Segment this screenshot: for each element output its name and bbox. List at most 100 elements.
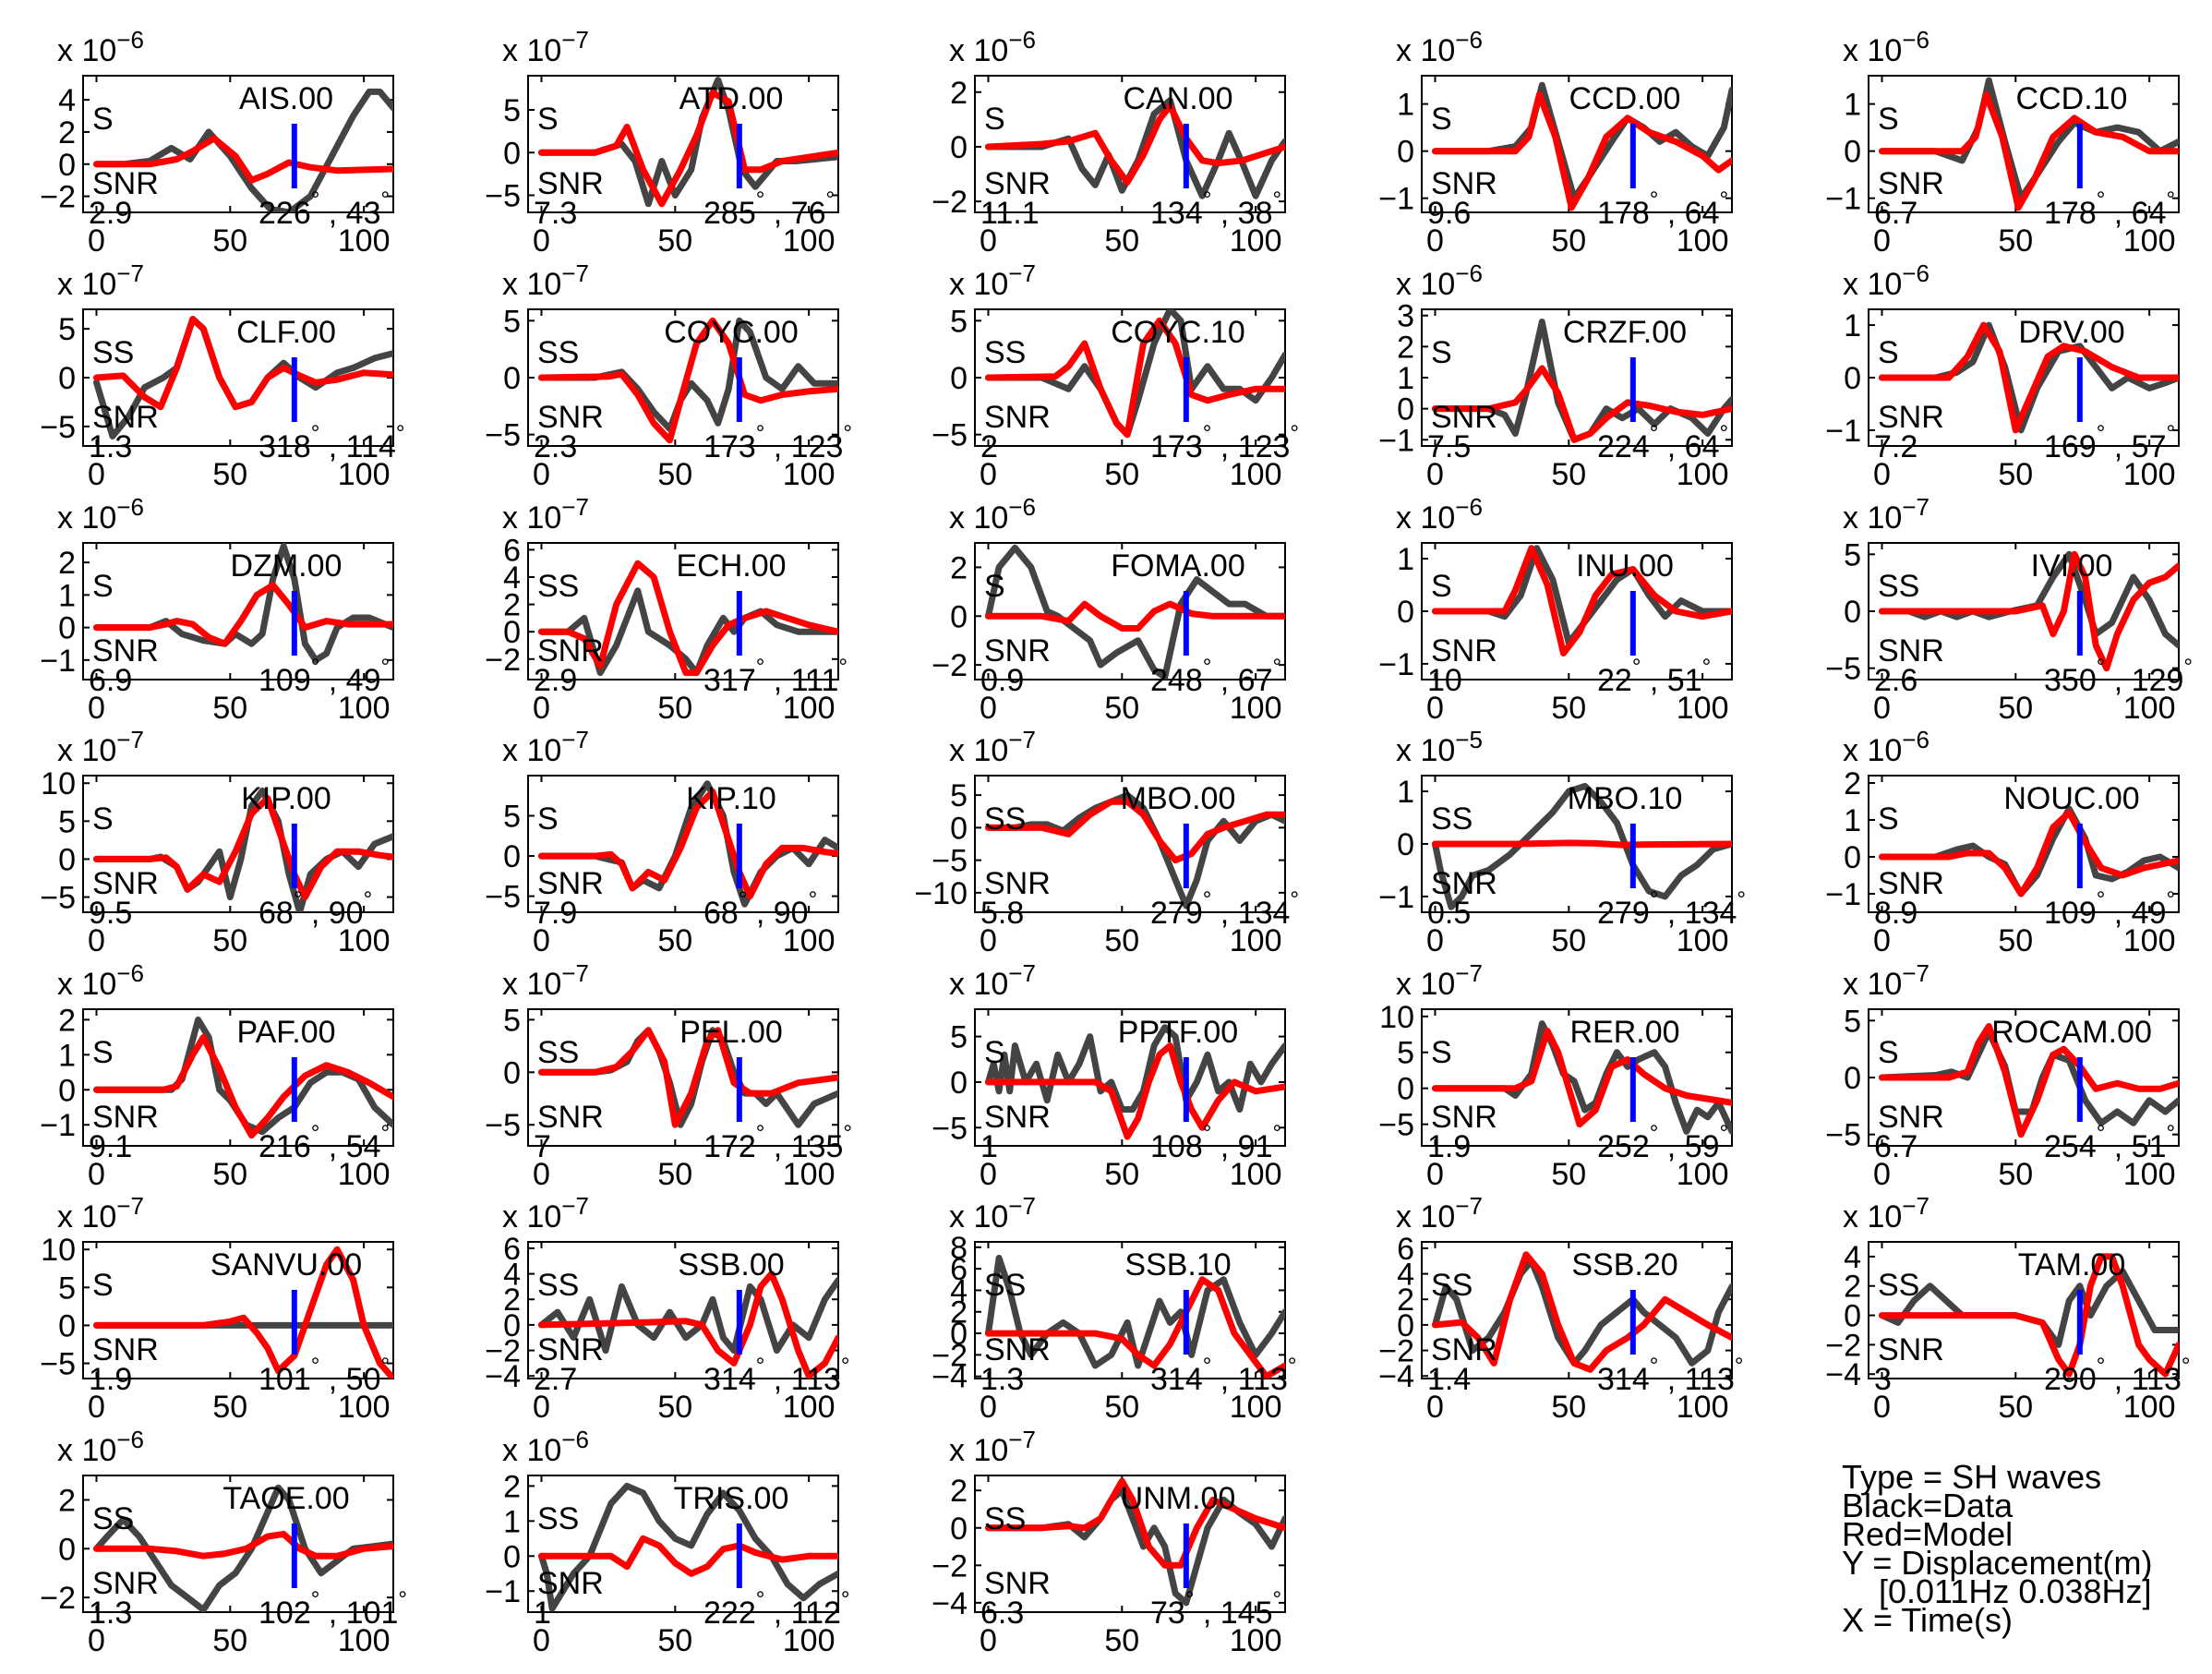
y-exponent-label: x 10−7 bbox=[57, 726, 144, 768]
y-tick-label: 10 bbox=[1379, 1000, 1414, 1035]
phase-label: S bbox=[1431, 1035, 1452, 1070]
snr-label: SNR bbox=[1878, 1100, 1944, 1135]
y-tick-label: 0 bbox=[58, 1308, 76, 1343]
y-tick-label: 0 bbox=[1844, 1061, 1861, 1096]
y-tick-label: 6 bbox=[503, 533, 521, 568]
y-tick-label: 5 bbox=[503, 93, 521, 128]
y-tick-label: 0 bbox=[1397, 1308, 1414, 1343]
y-tick-label: 0 bbox=[950, 599, 968, 634]
x-tick-label: 0 bbox=[533, 457, 550, 492]
station-label: CCD.10 bbox=[2016, 81, 2128, 116]
snr-value: 10 bbox=[1427, 663, 1462, 698]
snr-label: SNR bbox=[984, 633, 1051, 668]
azimuth-distance-label: 102° , 101° bbox=[258, 1587, 407, 1631]
station-label: COYC.10 bbox=[1111, 315, 1245, 350]
x-tick-label: 100 bbox=[338, 1390, 391, 1425]
y-exponent-label: x 10−7 bbox=[502, 26, 589, 68]
phase-label: S bbox=[92, 1268, 114, 1303]
x-tick-label: 50 bbox=[1104, 1623, 1139, 1658]
x-tick-label: 0 bbox=[533, 1157, 550, 1192]
data-trace bbox=[985, 544, 1285, 680]
y-tick-label: 0 bbox=[950, 811, 968, 846]
x-tick-label: 50 bbox=[1104, 923, 1139, 958]
y-tick-label: 5 bbox=[1844, 1004, 1861, 1039]
y-tick-label: 2 bbox=[58, 1003, 76, 1038]
phase-label: S bbox=[1431, 569, 1452, 604]
traces bbox=[93, 543, 393, 664]
traces bbox=[538, 77, 838, 208]
azimuth-distance-label: 68° , 90° bbox=[258, 887, 372, 931]
snr-label: SNR bbox=[537, 1566, 604, 1601]
y-exponent-label: x 10−6 bbox=[57, 493, 144, 536]
snr-value: 7.9 bbox=[534, 896, 577, 931]
y-tick-label: −4 bbox=[932, 1586, 968, 1621]
y-tick-label: 0 bbox=[503, 136, 521, 171]
phase-label: SS bbox=[537, 1268, 579, 1303]
y-exponent-label: x 10−6 bbox=[57, 959, 144, 1002]
model-trace bbox=[1879, 321, 2179, 434]
phase-label: SS bbox=[92, 335, 134, 370]
legend-line: Red=Model bbox=[1842, 1515, 2013, 1553]
model-trace bbox=[1432, 1251, 1732, 1373]
y-tick-label: 1 bbox=[58, 1038, 76, 1073]
y-tick-label: 2 bbox=[950, 550, 968, 585]
station-label: RER.00 bbox=[1569, 1015, 1679, 1050]
station-label: PPTF.00 bbox=[1118, 1015, 1238, 1050]
phase-label: S bbox=[1878, 1035, 1899, 1070]
traces bbox=[538, 1482, 838, 1612]
data-trace bbox=[93, 88, 393, 212]
y-tick-label: −5 bbox=[932, 844, 968, 879]
data-trace bbox=[1879, 321, 2179, 434]
station-label: TRIS.00 bbox=[674, 1481, 789, 1516]
y-tick-label: 0 bbox=[503, 1308, 521, 1343]
y-exponent-label: x 10−7 bbox=[502, 959, 589, 1002]
phase-label: S bbox=[984, 1035, 1005, 1070]
x-tick-label: 50 bbox=[1104, 691, 1139, 726]
y-tick-label: 8 bbox=[950, 1231, 968, 1266]
x-tick-label: 0 bbox=[1873, 1390, 1891, 1425]
snr-value: 6.3 bbox=[980, 1596, 1024, 1631]
phase-label: SS bbox=[984, 1268, 1026, 1303]
x-tick-label: 100 bbox=[338, 923, 391, 958]
y-tick-label: 0 bbox=[950, 361, 968, 396]
phase-label: SS bbox=[1878, 1268, 1919, 1303]
y-tick-label: −2 bbox=[932, 1338, 968, 1373]
model-trace bbox=[1432, 545, 1732, 656]
snr-label: SNR bbox=[537, 866, 604, 901]
x-tick-label: 0 bbox=[980, 1623, 997, 1658]
y-tick-label: −1 bbox=[1378, 182, 1414, 217]
model-trace bbox=[93, 1033, 393, 1139]
snr-value: 1.4 bbox=[1427, 1362, 1471, 1397]
y-tick-label: −5 bbox=[40, 881, 76, 916]
traces bbox=[93, 1484, 393, 1612]
station-label: SSB.10 bbox=[1124, 1247, 1231, 1283]
snr-value: 5.8 bbox=[980, 896, 1024, 931]
y-tick-label: 0 bbox=[1397, 135, 1414, 170]
y-tick-label: −4 bbox=[1378, 1359, 1414, 1394]
traces bbox=[985, 97, 1285, 199]
x-tick-label: 0 bbox=[980, 457, 997, 492]
y-tick-label: 4 bbox=[1844, 1240, 1861, 1275]
x-tick-label: 100 bbox=[1230, 1623, 1282, 1658]
model-trace bbox=[1432, 1027, 1732, 1128]
y-tick-label: −5 bbox=[40, 1347, 76, 1382]
snr-label: SNR bbox=[1878, 1332, 1944, 1367]
azimuth-distance-label: 68° , 90° bbox=[703, 887, 817, 931]
y-tick-label: −1 bbox=[40, 1108, 76, 1143]
azimuth-distance-label: 109° , 49° bbox=[2044, 887, 2175, 931]
snr-label: SNR bbox=[537, 166, 604, 201]
x-tick-label: 50 bbox=[657, 1157, 692, 1192]
station-label: KIP.00 bbox=[241, 781, 331, 816]
axes-box bbox=[527, 1475, 839, 1613]
y-tick-label: 5 bbox=[1844, 537, 1861, 572]
y-tick-label: 1 bbox=[1397, 775, 1414, 810]
